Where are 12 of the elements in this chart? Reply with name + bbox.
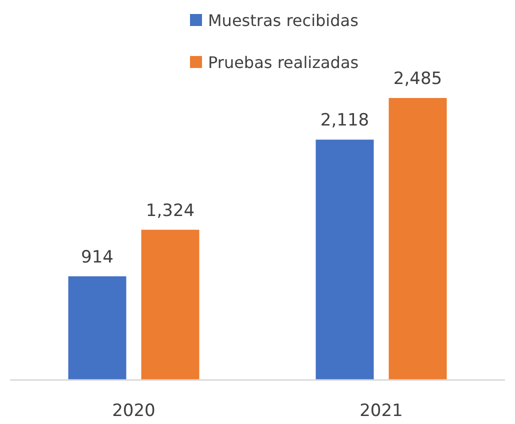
bar <box>68 276 126 380</box>
legend-label: Muestras recibidas <box>208 11 358 30</box>
data-label: 1,324 <box>146 200 195 221</box>
bar <box>141 230 200 380</box>
data-label: 2,118 <box>320 110 370 131</box>
data-label: 914 <box>81 247 114 268</box>
bar <box>316 140 374 380</box>
x-tick-label: 2021 <box>360 401 403 421</box>
x-tick-label: 2020 <box>112 401 156 421</box>
legend-label: Pruebas realizadas <box>208 53 359 72</box>
bar <box>388 98 447 380</box>
data-label: 2,485 <box>393 69 442 89</box>
